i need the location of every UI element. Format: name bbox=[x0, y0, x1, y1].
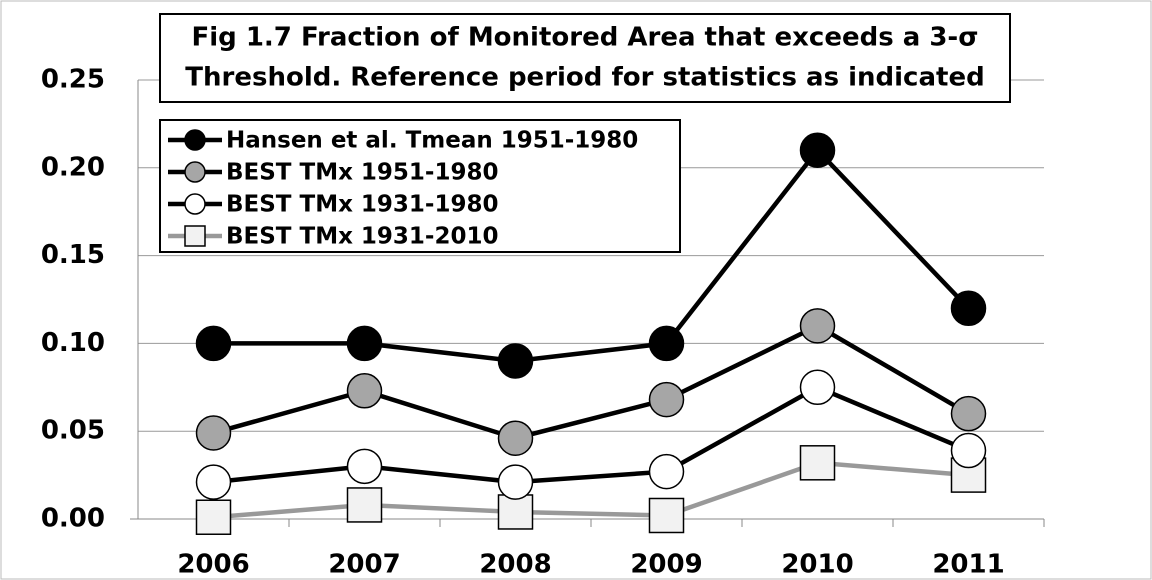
marker bbox=[648, 453, 685, 490]
legend-marker bbox=[184, 225, 206, 247]
marker bbox=[648, 497, 685, 534]
marker bbox=[346, 487, 383, 523]
x-tick-label: 2008 bbox=[479, 550, 551, 580]
legend-label: Hansen et al. Tmean 1951-1980 bbox=[226, 128, 638, 154]
x-tick-label: 2010 bbox=[781, 550, 853, 580]
series-line bbox=[212, 323, 970, 441]
marker bbox=[799, 369, 836, 406]
marker bbox=[195, 499, 232, 535]
legend-label: BEST TMx 1951-1980 bbox=[226, 160, 499, 186]
series-line bbox=[213, 146, 971, 364]
marker bbox=[346, 373, 383, 409]
marker bbox=[346, 325, 383, 362]
marker bbox=[950, 290, 987, 327]
marker bbox=[799, 132, 836, 168]
y-tick-label: 0.25 bbox=[41, 65, 105, 95]
x-tick-label: 2006 bbox=[177, 550, 249, 580]
legend-label: BEST TMx 1931-2010 bbox=[226, 224, 499, 250]
marker bbox=[195, 415, 232, 451]
marker bbox=[648, 381, 685, 418]
series-line bbox=[213, 460, 969, 520]
marker bbox=[648, 325, 685, 362]
y-tick-label: 0.20 bbox=[41, 152, 105, 182]
marker bbox=[497, 464, 534, 500]
marker bbox=[497, 343, 534, 379]
marker bbox=[195, 464, 232, 500]
y-tick-label: 0.10 bbox=[41, 328, 105, 358]
series-line bbox=[213, 384, 970, 485]
legend-marker bbox=[184, 161, 206, 183]
marker bbox=[950, 395, 987, 432]
chart-title: Threshold. Reference period for statisti… bbox=[185, 63, 984, 93]
legend-box bbox=[159, 119, 681, 253]
y-tick-label: 0.15 bbox=[41, 240, 105, 270]
y-tick-label: 0.00 bbox=[41, 504, 105, 534]
legend-marker bbox=[184, 129, 206, 151]
legend-marker bbox=[184, 193, 206, 215]
x-tick-label: 2007 bbox=[328, 550, 400, 580]
legend-label: BEST TMx 1931-1980 bbox=[226, 192, 499, 218]
marker bbox=[950, 432, 987, 469]
marker bbox=[497, 494, 534, 530]
x-tick-label: 2009 bbox=[630, 550, 702, 580]
marker bbox=[195, 325, 232, 362]
marker bbox=[799, 308, 836, 344]
marker bbox=[497, 420, 534, 456]
title-box bbox=[159, 13, 1011, 103]
y-tick-label: 0.05 bbox=[41, 416, 105, 446]
marker bbox=[799, 445, 836, 481]
x-tick-label: 2011 bbox=[932, 550, 1004, 580]
marker bbox=[346, 448, 383, 485]
chart-title: Fig 1.7 Fraction of Monitored Area that … bbox=[192, 23, 979, 53]
